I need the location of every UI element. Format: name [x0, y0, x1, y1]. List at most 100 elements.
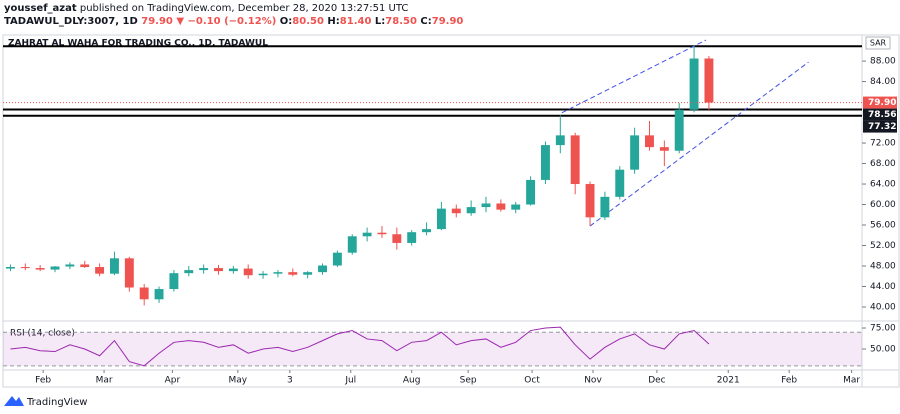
candle-body: [674, 109, 684, 151]
y-tick-label: 52.00: [870, 241, 896, 251]
candle-body: [496, 203, 506, 210]
candle-body: [169, 273, 179, 290]
candle-body: [124, 258, 134, 288]
candle-body: [540, 145, 550, 180]
chart-title: ZAHRAT AL WAHA FOR TRADING CO., 1D, TADA…: [8, 39, 268, 49]
y-tick-label: 68.00: [870, 159, 896, 169]
y-tick-label: 56.00: [870, 221, 896, 231]
candle-body: [228, 268, 238, 272]
y-tick-label: 84.00: [870, 77, 896, 87]
candle-body: [600, 196, 610, 218]
published: published on TradingView.com, December 2…: [79, 3, 409, 14]
o-label: O:: [279, 16, 293, 27]
candle-body: [35, 268, 45, 270]
candle-body: [615, 169, 625, 197]
x-tick-label: Nov: [584, 376, 602, 386]
l-label: L:: [374, 16, 386, 27]
y-tick-label: 40.00: [870, 302, 896, 312]
price-label: 79.90: [868, 98, 896, 108]
y-tick-label: 48.00: [870, 262, 896, 272]
candle-body: [570, 135, 580, 185]
candle-body: [659, 147, 669, 151]
currency: SAR: [870, 39, 887, 48]
y-tick-label: 60.00: [870, 200, 896, 210]
candle-body: [392, 234, 402, 243]
publish-line: youssef_azat published on TradingView.co…: [4, 2, 463, 15]
l-value: 78.50: [385, 16, 417, 27]
frame: [2, 34, 900, 388]
h-value: 81.40: [339, 16, 372, 27]
y-tick-label: 72.00: [870, 139, 896, 149]
price-label: 77.32: [868, 122, 896, 132]
candle-body: [689, 58, 699, 110]
candle-body: [362, 232, 372, 237]
candle-body: [481, 203, 491, 208]
candle-body: [5, 267, 15, 269]
candle-body: [526, 179, 536, 205]
author[interactable]: youssef_azat: [4, 3, 77, 14]
candle-body: [303, 272, 313, 275]
candle-body: [258, 273, 268, 276]
brand: TradingView: [26, 397, 87, 408]
rsi-tick-label: 75.00: [870, 324, 896, 334]
price-label-box: [863, 96, 897, 109]
candle-body: [422, 229, 432, 233]
header: youssef_azat published on TradingView.co…: [4, 2, 463, 28]
candle-body: [407, 232, 417, 243]
candle-body: [139, 287, 149, 300]
x-tick-label: Aug: [403, 376, 421, 386]
candle-body: [288, 272, 298, 275]
rsi-tick-label: 50.00: [870, 345, 896, 355]
candle-body: [80, 264, 90, 268]
candle-body: [630, 135, 640, 170]
x-tick-label: Mar: [96, 376, 113, 386]
trendline: [589, 61, 809, 227]
change: ▼ −0.10 (−0.12%): [176, 16, 277, 27]
candle-body: [332, 252, 342, 266]
indicator-title: RSI (14, close): [10, 329, 75, 339]
x-tick-label: Feb: [35, 376, 51, 386]
candle-body: [511, 204, 521, 210]
y-tick-label: 64.00: [870, 180, 896, 190]
x-tick-label: Mar: [843, 376, 860, 386]
x-tick-label: Dec: [648, 376, 665, 386]
candle-body: [347, 236, 357, 253]
candle-body: [110, 258, 119, 274]
x-tick-label: Oct: [524, 376, 540, 386]
trendline: [561, 39, 707, 114]
candle-body: [184, 270, 194, 274]
x-tick-label: May: [229, 376, 248, 386]
candle-body: [20, 267, 30, 269]
o-value: 80.50: [292, 16, 324, 27]
x-tick-label: Apr: [165, 376, 181, 386]
x-tick-label: 3: [287, 376, 293, 386]
last: 79.90: [141, 16, 173, 27]
candle-body: [199, 268, 209, 271]
candle-body: [704, 58, 714, 103]
candle-body: [273, 272, 283, 274]
rsi-line: [10, 326, 710, 367]
price-label-box: [863, 108, 897, 121]
price-label: 78.56: [868, 110, 896, 120]
candle-body: [318, 265, 327, 273]
symbol: TADAWUL_DLY:3007, 1D: [4, 16, 138, 27]
x-tick-label: Jul: [344, 376, 356, 386]
candle-body: [243, 268, 253, 276]
candle-body: [65, 264, 75, 267]
candle-body: [645, 135, 654, 148]
c-label: C:: [420, 16, 432, 27]
candle-body: [377, 232, 387, 235]
candle-body: [50, 266, 60, 270]
x-tick-label: Feb: [781, 376, 797, 386]
y-tick-label: 44.00: [870, 282, 896, 292]
x-tick-label: Sep: [460, 376, 477, 386]
symbol-line: TADAWUL_DLY:3007, 1D 79.90 ▼ −0.10 (−0.1…: [4, 15, 463, 28]
candle-body: [154, 289, 164, 300]
candle-body: [214, 268, 223, 272]
currency-box: [865, 36, 891, 50]
candle-body: [436, 208, 446, 230]
logo: [4, 396, 24, 406]
y-tick-label: 88.00: [870, 57, 896, 67]
candle-body: [585, 184, 595, 218]
